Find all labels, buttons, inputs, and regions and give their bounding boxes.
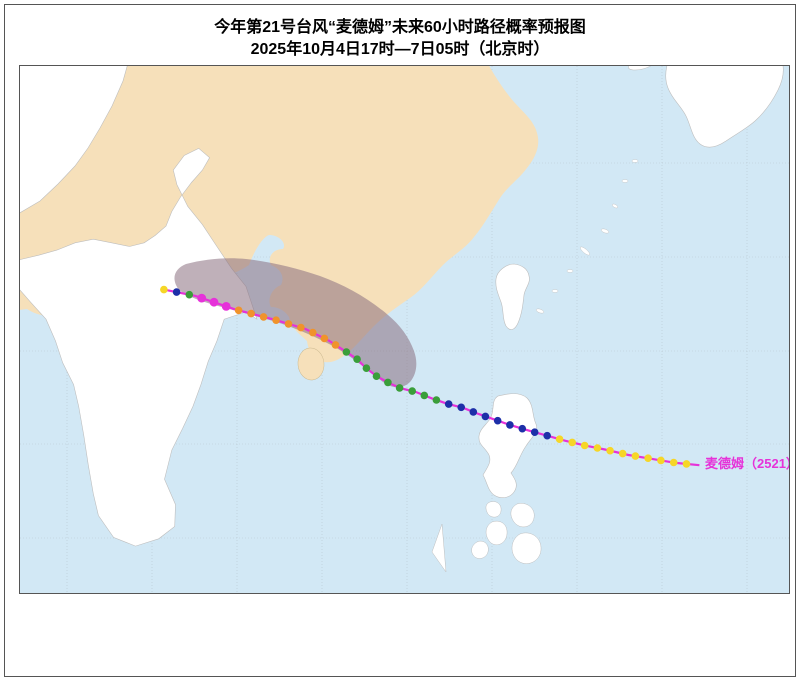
svg-text:麦德姆（2521）: 麦德姆（2521）: [705, 456, 789, 471]
